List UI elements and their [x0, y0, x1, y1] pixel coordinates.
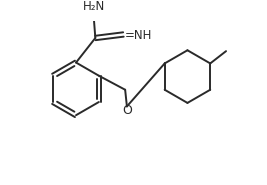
Text: =NH: =NH [125, 29, 152, 42]
Text: O: O [122, 104, 132, 117]
Text: H₂N: H₂N [83, 0, 105, 14]
